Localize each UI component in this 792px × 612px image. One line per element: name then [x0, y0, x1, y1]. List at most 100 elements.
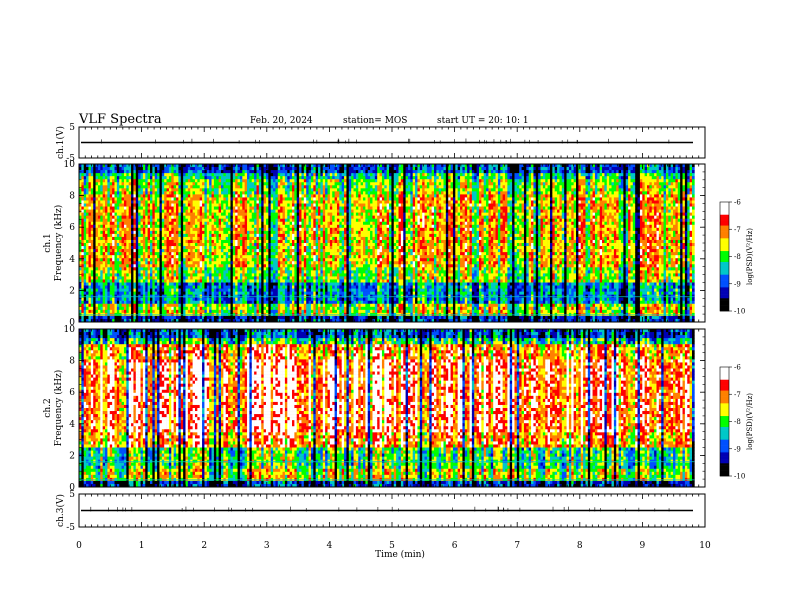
spectrogram-cell: [207, 249, 210, 252]
spectrogram-cell: [188, 225, 191, 228]
spectrogram-cell: [176, 170, 179, 173]
spectrogram-cell: [283, 222, 286, 225]
spectrogram-cell: [188, 252, 191, 255]
spectrogram-cell: [221, 213, 224, 216]
spectrogram-cell: [223, 276, 226, 279]
spectrogram-cell: [84, 216, 87, 219]
spectrogram-cell: [280, 243, 283, 246]
spectrogram-cell: [148, 231, 151, 234]
spectrogram-cell: [226, 286, 229, 289]
spectrogram-cell: [96, 243, 99, 246]
spectrogram-cell: [268, 246, 271, 249]
spectrogram-cell: [112, 252, 115, 255]
spectrogram-cell: [115, 170, 118, 173]
spectrogram-cell: [100, 286, 103, 289]
spectrogram-cell: [164, 191, 167, 194]
spectrogram-cell: [171, 194, 174, 197]
spectrogram-cell: [178, 185, 181, 188]
spectrogram-cell: [157, 289, 160, 292]
spectrogram-cell: [266, 264, 269, 267]
spectrogram-cell: [93, 176, 96, 179]
spectrogram-cell: [126, 310, 129, 313]
spectrogram-cell: [233, 255, 236, 258]
spectrogram-cell: [230, 289, 233, 292]
spectrogram-cell: [190, 179, 193, 182]
spectrogram-cell: [81, 276, 84, 279]
spectrogram-cell: [86, 246, 89, 249]
spectrogram-cell: [235, 213, 238, 216]
spectrogram-cell: [290, 240, 293, 243]
spectrogram-cell: [152, 194, 155, 197]
spectrogram-cell: [176, 289, 179, 292]
spectrogram-cell: [86, 301, 89, 304]
spectrogram-cell: [228, 304, 231, 307]
spectrogram-cell: [242, 316, 245, 319]
spectrogram-cell: [259, 304, 262, 307]
spectrogram-cell: [216, 231, 219, 234]
spectrogram-cell: [115, 261, 118, 264]
spectrogram-cell: [266, 176, 269, 179]
spectrogram-cell: [86, 270, 89, 273]
spectrogram-cell: [117, 204, 120, 207]
spectrogram-cell: [167, 252, 170, 255]
spectrogram-cell: [138, 225, 141, 228]
spectrogram-cell: [178, 292, 181, 295]
spectrogram-cell: [162, 213, 165, 216]
spectrogram-cell: [138, 188, 141, 191]
spectrogram-cell: [223, 246, 226, 249]
spectrogram-cell: [219, 213, 222, 216]
spectrogram-cell: [129, 246, 132, 249]
spectrogram-cell: [103, 249, 106, 252]
spectrogram-cell: [273, 273, 276, 276]
spectrogram-cell: [223, 210, 226, 213]
spectrogram-cell: [103, 283, 106, 286]
spectrogram-cell: [129, 255, 132, 258]
spectrogram-cell: [155, 173, 158, 176]
spectrogram-cell: [162, 292, 165, 295]
spectrogram-cell: [242, 289, 245, 292]
spectrogram-cell: [221, 182, 224, 185]
spectrogram-cell: [257, 197, 260, 200]
spectrogram-cell: [136, 210, 139, 213]
spectrogram-cell: [190, 243, 193, 246]
spectrogram-cell: [84, 270, 87, 273]
spectrogram-cell: [193, 167, 196, 170]
spectrogram-cell: [157, 176, 160, 179]
spectrogram-cell: [278, 304, 281, 307]
spectrogram-cell: [195, 225, 198, 228]
spectrogram-cell: [138, 243, 141, 246]
spectrogram-cell: [283, 197, 286, 200]
spectrogram-cell: [162, 219, 165, 222]
spectrogram-cell: [96, 222, 99, 225]
spectrogram-cell: [129, 200, 132, 203]
spectrogram-cell: [86, 207, 89, 210]
spectrogram-cell: [223, 240, 226, 243]
spectrogram-cell: [98, 210, 101, 213]
spectrogram-cell: [261, 243, 264, 246]
spectrogram-cell: [283, 173, 286, 176]
spectrogram-cell: [290, 237, 293, 240]
spectrogram-cell: [195, 246, 198, 249]
spectrogram-cell: [81, 231, 84, 234]
spectrogram-cell: [268, 167, 271, 170]
spectrogram-cell: [266, 213, 269, 216]
spectrogram-cell: [190, 276, 193, 279]
spectrogram-cell: [84, 243, 87, 246]
spectrogram-cell: [131, 182, 134, 185]
spectrogram-cell: [157, 182, 160, 185]
spectrogram-cell: [143, 194, 146, 197]
spectrogram-cell: [264, 219, 267, 222]
spectrogram-cell: [252, 222, 255, 225]
spectrogram-cell: [271, 307, 274, 310]
spectrogram-cell: [188, 289, 191, 292]
spectrogram-cell: [96, 200, 99, 203]
spectrogram-cell: [219, 283, 222, 286]
spectrogram-cell: [257, 255, 260, 258]
spectrogram-cell: [181, 204, 184, 207]
spectrogram-cell: [261, 240, 264, 243]
spectrogram-cell: [150, 261, 153, 264]
spectrogram-cell: [84, 170, 87, 173]
spectrogram-cell: [202, 191, 205, 194]
spectrogram-cell: [136, 246, 139, 249]
spectrogram-cell: [290, 167, 293, 170]
